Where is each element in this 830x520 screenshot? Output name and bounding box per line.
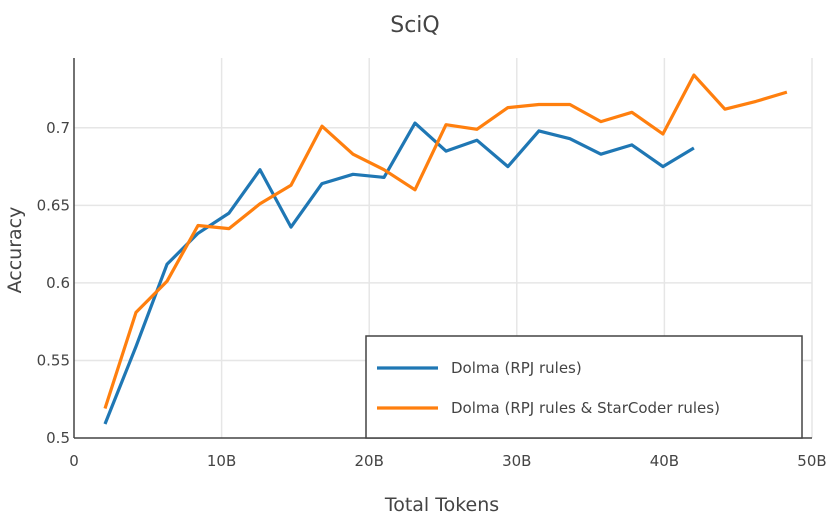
x-tick-label: 40B <box>650 452 679 470</box>
x-tick-label: 30B <box>502 452 531 470</box>
y-tick-label: 0.7 <box>46 119 70 137</box>
x-tick-label: 20B <box>355 452 384 470</box>
x-tick-label: 0 <box>69 452 79 470</box>
y-tick-label: 0.55 <box>37 351 70 369</box>
legend: Dolma (RPJ rules) Dolma (RPJ rules & Star… <box>365 335 803 439</box>
series-line-1 <box>103 121 695 425</box>
legend-label-1: Dolma (RPJ rules) <box>451 359 582 377</box>
legend-label-2: Dolma (RPJ rules & StarCoder rules) <box>451 399 720 417</box>
x-tick-label: 50B <box>797 452 826 470</box>
series-line-2 <box>103 73 788 409</box>
y-axis-label: Accuracy <box>4 207 26 294</box>
x-tick-label: 10B <box>207 452 236 470</box>
y-tick-label: 0.6 <box>46 274 70 292</box>
legend-box <box>365 335 803 439</box>
y-tick-label: 0.5 <box>46 429 70 447</box>
y-tick-label: 0.65 <box>37 196 70 214</box>
chart-title: SciQ <box>390 13 440 38</box>
x-axis-label: Total Tokens <box>384 494 499 516</box>
